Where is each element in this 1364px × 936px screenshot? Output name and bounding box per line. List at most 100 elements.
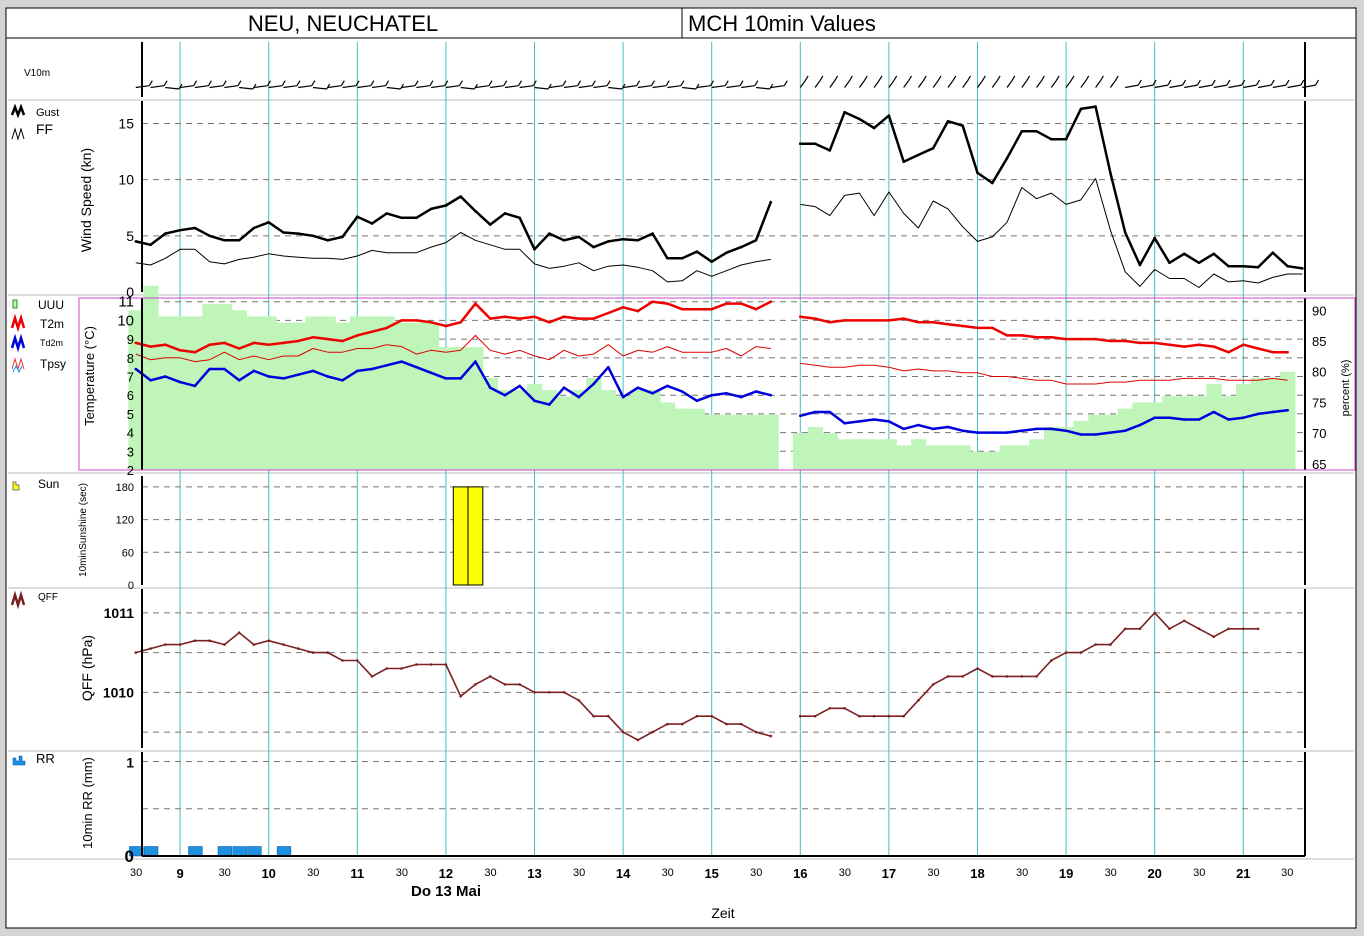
- wind-barb: [1065, 75, 1075, 88]
- temp-series-td2m-point: [296, 373, 300, 377]
- wind-ytick-label: 15: [118, 115, 134, 131]
- humidity-bar: [1014, 445, 1030, 470]
- temp-series-t2m-point: [577, 317, 581, 320]
- qff-ytick-label: 1010: [103, 684, 134, 700]
- temp-series-td2m-point: [1227, 418, 1230, 421]
- wind-barb: [460, 83, 478, 90]
- wind-series-gust-point: [991, 181, 994, 185]
- wind-series-gust-point: [1197, 261, 1201, 265]
- qff-series-point: [1109, 643, 1112, 646]
- temp-series-td2m-point: [1138, 423, 1142, 427]
- qff-series-point: [695, 714, 699, 718]
- rain-bar: [247, 846, 262, 857]
- wind-barb-shaft: [1050, 80, 1057, 88]
- data-marks: [128, 75, 1320, 857]
- wind-barb: [637, 80, 655, 89]
- hour-tick-label: 9: [176, 866, 183, 881]
- temp-series-t2m-point: [488, 317, 492, 320]
- half-hour-tick-label: 30: [484, 867, 496, 879]
- temp-series-td2m-point: [1035, 427, 1038, 431]
- temp-series-t2m-point: [237, 347, 241, 350]
- temp-series-t2m-point: [193, 350, 197, 354]
- wind-barb-feather: [739, 80, 744, 87]
- temp-series-td2m: [135, 360, 772, 406]
- humidity-bar: [1073, 420, 1089, 470]
- wind-barb: [239, 83, 257, 90]
- temp-series-td2m-point: [607, 365, 610, 369]
- qff-series-point: [651, 730, 654, 734]
- rr-ytick-label: 1: [126, 754, 134, 770]
- wind-series-gust-point: [518, 216, 521, 220]
- wind-barb: [1257, 79, 1275, 89]
- wind-barb-feather: [1211, 79, 1216, 86]
- temp-series-td2m-point: [1064, 429, 1068, 433]
- humidity-bar: [925, 445, 942, 470]
- wind-barb: [504, 80, 523, 89]
- rr-legend: RR: [12, 751, 55, 766]
- wind-barb: [150, 80, 168, 89]
- wind-barb-shaft: [623, 85, 637, 89]
- wind-series-gust-point: [1020, 130, 1024, 133]
- qff-series-point: [341, 659, 344, 662]
- temp-series-t2m-point: [429, 321, 433, 324]
- wind-barb-shaft: [1228, 84, 1242, 89]
- half-hour-tick-label: 30: [927, 867, 939, 879]
- wind-barb-shaft: [741, 85, 755, 89]
- humidity-ytick-label: 75: [1312, 395, 1326, 410]
- wind-series-gust-point: [976, 171, 979, 175]
- wind-series-gust-point: [474, 209, 477, 213]
- wind-barb: [1050, 75, 1060, 88]
- temp-series-t2m-point: [518, 317, 521, 320]
- wind-series-gust-point: [1138, 263, 1142, 267]
- wind-barb-feather: [1055, 75, 1060, 82]
- temp-series-t2m-point: [311, 336, 315, 339]
- wind-barb: [962, 75, 972, 88]
- humidity-bar: [955, 445, 971, 470]
- half-hour-tick-label: 30: [1016, 867, 1028, 879]
- temp-series-td2m-point: [1168, 416, 1171, 420]
- wind-series-gust-point: [651, 232, 654, 235]
- temp-series-t2m-point: [1286, 350, 1289, 354]
- temp-series-td2m-point: [459, 377, 463, 380]
- temp-series-t2m-point: [1020, 334, 1024, 337]
- wind-barb-shaft: [1139, 84, 1154, 89]
- wind-series-gust-point: [193, 226, 197, 230]
- wind-series-gust-point: [385, 212, 389, 215]
- sun-legend-label: Sun: [38, 477, 59, 491]
- humidity-bar: [896, 445, 912, 470]
- temp-series-td2m-point: [223, 367, 226, 371]
- wind-barb: [1006, 75, 1016, 88]
- wind-series-gust-point: [370, 222, 374, 225]
- temp-series-td2m-point: [208, 367, 211, 371]
- wind-barb-shaft: [1198, 84, 1213, 89]
- wind-barb-shaft: [1272, 84, 1287, 89]
- humidity-ytick-label: 90: [1312, 303, 1326, 318]
- qff-series-point: [415, 663, 418, 666]
- temp-series-td2m-point: [311, 369, 315, 373]
- qff-series-point: [887, 714, 891, 718]
- hour-tick-label: 21: [1236, 866, 1250, 881]
- sun-ytick-label: 180: [116, 482, 134, 494]
- wind-barb: [991, 75, 1001, 88]
- wind-barb: [1272, 79, 1290, 89]
- wind-series-gust-point: [429, 207, 433, 211]
- temp-series-td2m-point: [400, 360, 403, 363]
- temp-series-td2m-point: [562, 386, 566, 390]
- wind-series-gust-point: [1079, 107, 1083, 111]
- humidity-bar: [1088, 414, 1104, 470]
- temp-series-t2m-point: [296, 339, 300, 343]
- wind-barb-feather: [695, 83, 700, 90]
- tpsy-legend-icon-blue: [12, 364, 23, 374]
- wind-series-gust-point: [1212, 252, 1216, 256]
- temp-series-t2m-point: [1212, 345, 1216, 348]
- qff-series-point: [503, 683, 507, 686]
- temp-series-t2m-point: [356, 334, 359, 337]
- humidity-bar: [1058, 427, 1074, 470]
- humidity-bar: [394, 322, 410, 470]
- wind-legend: Gust FF: [10, 103, 59, 141]
- temp-series-t2m-point: [1094, 337, 1097, 341]
- wind-barb-feather: [1226, 79, 1231, 86]
- qff-series-point: [548, 691, 551, 694]
- wind-barb: [844, 75, 853, 88]
- wind-barb-shaft: [947, 80, 954, 88]
